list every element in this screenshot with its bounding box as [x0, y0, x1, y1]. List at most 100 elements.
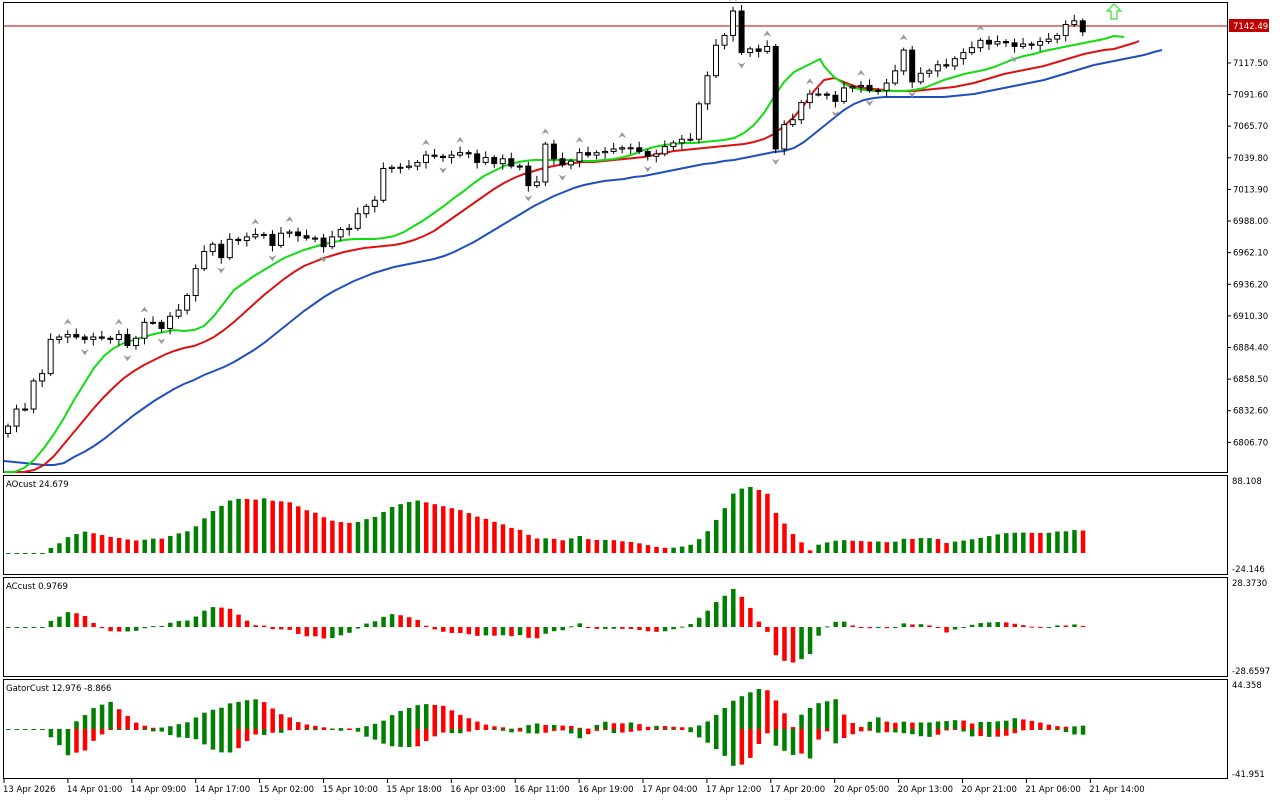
ac-bar — [713, 602, 719, 627]
ac-bar — [466, 627, 472, 635]
gator-up-bar — [296, 722, 301, 729]
ao-histogram — [6, 487, 1086, 554]
gator-up-bar — [1038, 722, 1043, 729]
ao-bar — [705, 531, 710, 553]
gator-up-bar — [1063, 726, 1069, 729]
gator-down-bar — [594, 729, 600, 731]
candle — [175, 304, 182, 319]
ao-bar — [500, 524, 506, 553]
candle — [755, 44, 762, 58]
candle — [806, 89, 813, 109]
gator-down-bar — [696, 729, 702, 738]
time-axis-label: 15 Apr 18:00 — [386, 785, 441, 795]
ac-bar — [338, 627, 344, 636]
candle — [218, 239, 225, 264]
candle — [405, 159, 412, 170]
ac-bar — [782, 627, 787, 661]
ac-bar — [23, 627, 28, 628]
ac-bar — [91, 623, 96, 627]
fractal-up-icon — [541, 128, 550, 135]
gator-up-bar — [782, 713, 787, 729]
gator-up-bar — [867, 721, 873, 729]
gator-down-bar — [219, 729, 224, 753]
candle — [1045, 33, 1052, 45]
gator-up-bar — [841, 714, 847, 729]
gator-up-bar — [756, 689, 762, 729]
candle — [926, 68, 933, 78]
gator-up-bar — [833, 699, 838, 729]
ac-bar — [603, 627, 608, 629]
ao-bar — [458, 510, 463, 553]
ao-bar — [603, 539, 608, 553]
ac-bar — [534, 627, 540, 639]
gator-down-bar — [82, 729, 88, 751]
gator-up-bar — [1080, 725, 1086, 729]
gator-up-bar — [850, 723, 855, 729]
gator-up-bar — [765, 690, 770, 729]
gator-down-bar — [125, 729, 130, 730]
fractal-down-icon — [123, 355, 132, 362]
fractal-up-icon — [285, 216, 294, 223]
ac-bar — [986, 622, 992, 627]
candle — [772, 44, 779, 154]
ac-bar — [517, 627, 523, 636]
candle — [567, 158, 574, 170]
gator-up-bar — [628, 722, 634, 729]
ao-bar — [1080, 530, 1086, 553]
ao-bar — [935, 539, 941, 553]
ac-bar — [389, 614, 395, 627]
gator-up-bar — [517, 727, 523, 729]
ao-bar — [841, 540, 847, 553]
ac-bar — [449, 627, 455, 633]
candle — [704, 71, 711, 110]
candle — [13, 404, 20, 433]
candle — [960, 48, 967, 65]
ao-bar — [1046, 532, 1052, 553]
ao-bar — [253, 499, 258, 553]
time-axis-label: 15 Apr 02:00 — [259, 785, 314, 795]
ao-bar — [244, 498, 250, 553]
gator-up-bar — [185, 722, 190, 729]
candle — [840, 81, 847, 104]
ao-bar — [1055, 531, 1060, 553]
ac-bar — [637, 627, 642, 631]
candle — [354, 207, 361, 231]
candle — [201, 245, 208, 272]
gator-up-bar — [313, 725, 318, 729]
gator-up-bar — [176, 724, 182, 729]
ao-bar — [645, 545, 651, 553]
candle — [542, 141, 549, 187]
gator-up-bar — [321, 727, 327, 729]
candle — [593, 150, 600, 160]
candle — [619, 145, 626, 154]
gator-up-bar — [534, 723, 540, 729]
gator-down-bar — [867, 729, 873, 731]
ac-bar — [867, 627, 873, 629]
time-axis-label: 21 Apr 14:00 — [1089, 785, 1144, 795]
ao-bar — [534, 538, 540, 553]
ao-bar — [679, 546, 685, 553]
gator-up-bar — [654, 725, 659, 729]
ac-bar — [432, 627, 437, 630]
ao-bar — [807, 550, 813, 553]
candle — [764, 40, 771, 54]
gator-down-bar — [586, 729, 591, 735]
candle — [602, 147, 609, 159]
gator-up-bar — [125, 715, 130, 729]
gator-down-bar — [202, 729, 207, 745]
ao-bar — [901, 538, 907, 553]
ao-bar — [108, 536, 113, 553]
gator-down-bar — [48, 729, 54, 738]
gator-down-bar — [270, 729, 275, 733]
ac-bar — [355, 627, 361, 629]
candle — [661, 140, 668, 157]
gator-up-bar — [244, 700, 250, 729]
ac-bar — [756, 621, 762, 627]
gator-up-bar — [944, 721, 949, 729]
ao-bar — [372, 516, 378, 553]
ao-bar — [313, 512, 318, 553]
candle — [491, 155, 498, 168]
candle — [286, 229, 293, 238]
ac-bar — [696, 617, 702, 627]
ac-bar — [415, 619, 420, 627]
